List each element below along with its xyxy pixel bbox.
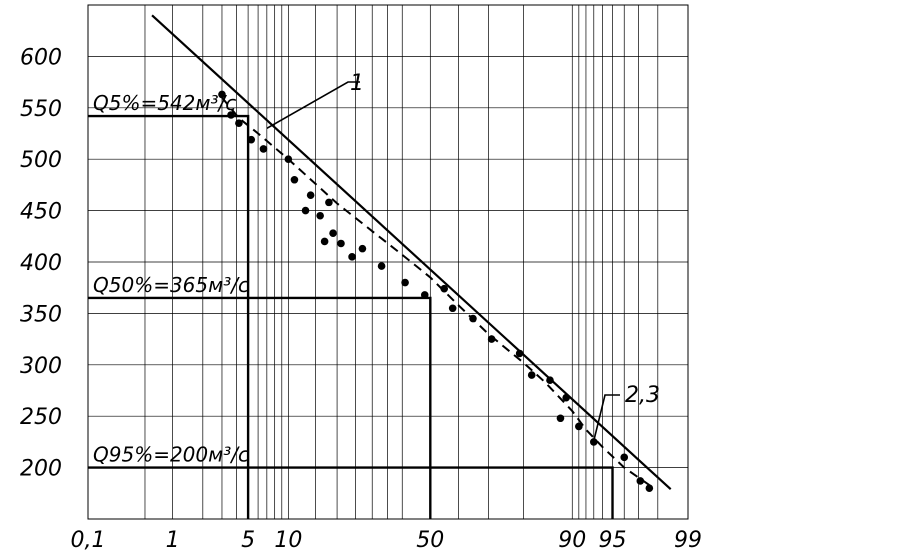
data-point <box>290 175 299 184</box>
data-point <box>284 155 293 163</box>
data-point <box>487 335 496 343</box>
leader-line-2-3 <box>593 394 620 442</box>
curve-2-3-solid <box>151 14 672 491</box>
data-point <box>401 278 409 287</box>
y-tick-label: 400 <box>20 251 62 276</box>
data-point <box>320 237 329 246</box>
data-point <box>306 191 315 199</box>
x-tick-label: 10 <box>274 528 302 553</box>
y-tick-label: 500 <box>20 148 62 173</box>
quantile-line <box>88 296 432 519</box>
data-point <box>325 198 333 207</box>
data-point <box>259 145 268 153</box>
y-tick-label: 450 <box>20 200 62 225</box>
y-tick-label: 300 <box>20 354 62 379</box>
data-point <box>235 119 243 128</box>
data-point <box>556 414 565 423</box>
x-tick-label: 95 <box>599 528 627 553</box>
data-point <box>527 371 536 379</box>
y-tick-label: 250 <box>20 405 62 430</box>
x-tick-label: 50 <box>416 528 444 553</box>
x-tick-label: 99 <box>674 528 702 553</box>
y-tick-label: 600 <box>20 45 62 70</box>
data-point <box>546 376 554 385</box>
data-point <box>620 453 629 462</box>
data-point <box>420 291 429 299</box>
quantile-line <box>88 466 614 519</box>
data-point <box>515 349 524 358</box>
data-point <box>440 284 449 293</box>
data-point <box>377 262 386 270</box>
y-tick-label: 350 <box>20 302 62 327</box>
leader-line-1 <box>266 81 360 130</box>
data-point <box>469 314 477 323</box>
data-point <box>218 90 226 99</box>
curve-1-dashed <box>221 96 650 486</box>
curve-label-2-3: 2,3 <box>625 383 660 408</box>
y-tick-label: 550 <box>20 97 62 122</box>
quantile-label: Q5%=542м³/с <box>93 91 236 115</box>
data-points <box>218 90 654 492</box>
x-tick-label: 1 <box>166 528 180 553</box>
quantile-lines <box>88 114 614 519</box>
y-tick-label: 200 <box>20 457 62 482</box>
data-point <box>348 253 356 261</box>
quantile-line <box>88 114 250 519</box>
quantile-label: Q95%=200м³/с <box>93 443 249 467</box>
data-point <box>337 239 345 248</box>
labels: Q5%=542м³/с Q50%=365м³/с Q95%=200м³/с 1 2,3 <box>93 71 660 467</box>
data-point <box>316 211 324 220</box>
data-point <box>227 111 235 119</box>
series <box>151 14 672 491</box>
quantile-label: Q50%=365м³/с <box>93 273 249 297</box>
data-point <box>636 477 645 485</box>
x-tick-label: 0,1 <box>71 528 106 553</box>
tick-labels: 600 550 500 450 400 350 300 250 200 0,1 1 5 10 50 90 95… <box>20 45 702 553</box>
data-point <box>562 393 570 402</box>
data-point <box>247 135 256 144</box>
data-point <box>301 206 310 215</box>
data-point <box>575 422 583 431</box>
x-tick-label: 5 <box>241 528 255 553</box>
curve-label-1: 1 <box>350 71 364 96</box>
data-point <box>329 229 337 238</box>
data-point <box>645 484 654 492</box>
x-tick-label: 90 <box>558 528 586 553</box>
data-point <box>448 304 457 313</box>
grid <box>87 4 689 520</box>
data-point <box>358 244 367 253</box>
data-point <box>589 438 598 446</box>
